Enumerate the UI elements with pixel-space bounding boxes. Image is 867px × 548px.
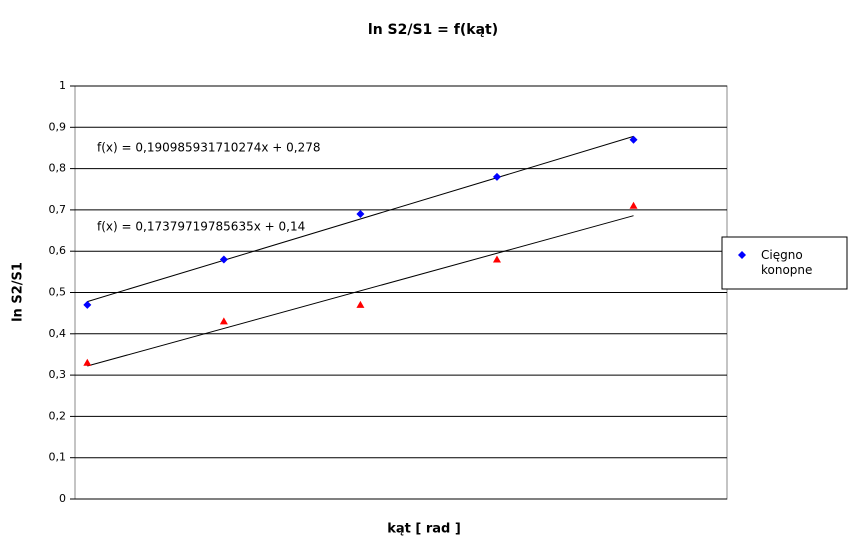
point: [492, 255, 501, 263]
point: [219, 255, 228, 264]
point: [356, 210, 365, 219]
y-tick-label: 0,9: [49, 120, 67, 133]
y-tick-label: 0,4: [49, 327, 67, 340]
y-tick-label: 0,2: [49, 409, 67, 422]
legend-label: Cięgno konopne: [761, 248, 812, 277]
chart-title: ln S2/S1 = f(kąt): [368, 22, 498, 38]
trendline: [87, 215, 634, 367]
point: [629, 135, 638, 144]
y-tick-label: 0,3: [49, 368, 67, 381]
trendline-equation: f(x) = 0,17379719785635x + 0,14: [97, 220, 305, 234]
y-tick-label: 0: [59, 492, 66, 505]
y-tick-label: 1: [59, 79, 66, 92]
y-tick-label: 0,7: [49, 203, 67, 216]
y-tick-label: 0,6: [49, 244, 67, 257]
y-axis-label: ln S2/S1: [11, 262, 26, 322]
point: [83, 300, 92, 309]
trendline: [87, 135, 634, 303]
legend-box: [721, 236, 848, 290]
y-tick-label: 0,5: [49, 286, 67, 299]
x-axis-label: kąt [ rad ]: [387, 522, 461, 537]
trendline-equation: f(x) = 0,190985931710274x + 0,278: [97, 141, 320, 155]
point: [492, 172, 501, 181]
point: [219, 317, 228, 325]
y-tick-label: 0,8: [49, 162, 67, 175]
point: [83, 358, 92, 366]
legend-marker: [738, 251, 746, 259]
point: [356, 300, 365, 308]
y-tick-label: 0,1: [49, 451, 67, 464]
point: [629, 201, 638, 209]
